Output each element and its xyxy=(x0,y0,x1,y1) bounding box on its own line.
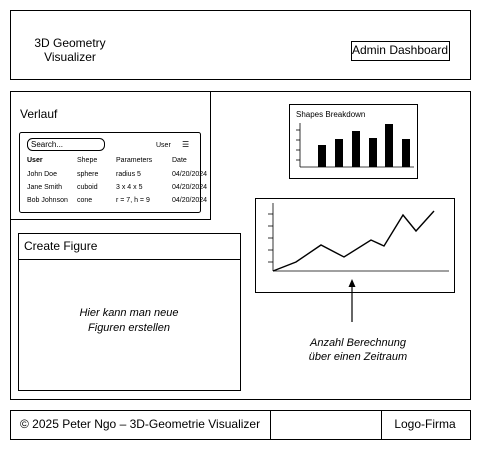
arrow-head xyxy=(348,279,356,287)
app-title: Visualizer xyxy=(44,50,96,64)
column-header: Date xyxy=(172,157,187,164)
table-cell: 04/20/2024 xyxy=(172,171,207,178)
footer-box xyxy=(10,410,471,440)
line-chart-caption: über einen Zeitraum xyxy=(309,351,407,363)
bar xyxy=(369,138,377,167)
table-cell: 3 x 4 x 5 xyxy=(116,184,143,191)
bar xyxy=(402,139,410,167)
admin-button[interactable] xyxy=(351,41,450,61)
table-cell: Bob Johnson xyxy=(27,197,68,204)
table-cell: 04/20/2024 xyxy=(172,184,207,191)
history-title: Verlauf xyxy=(20,107,58,121)
create-figure-text: Figuren erstellen xyxy=(88,322,170,334)
table-cell: 04/20/2024 xyxy=(172,197,207,204)
bars xyxy=(318,124,410,167)
create-figure-text: Hier kann man neue xyxy=(79,307,178,319)
table-cell: radius 5 xyxy=(116,171,141,178)
bar xyxy=(335,139,343,167)
logo: Logo-Firma xyxy=(394,417,456,431)
table-rows: John Doe sphere radius 5 04/20/2024 Jane Smi… xyxy=(27,171,207,204)
table-cell: Jane Smith xyxy=(27,184,62,191)
column-header: Shepe xyxy=(77,157,97,164)
shapes-chart-title: Shapes Breakdown xyxy=(296,110,365,119)
line-chart-box xyxy=(255,198,455,293)
history-table-box xyxy=(19,132,201,213)
y-ticks xyxy=(268,213,273,263)
y-ticks xyxy=(296,129,300,161)
table-cell: John Doe xyxy=(27,171,57,178)
app-title: 3D Geometry xyxy=(34,36,105,50)
bar xyxy=(352,131,360,167)
filter-icon[interactable]: ☰ xyxy=(182,140,189,149)
column-header: User xyxy=(27,157,43,164)
line-chart-caption: Anzahl Berechnung xyxy=(309,337,407,349)
search-box[interactable] xyxy=(27,138,105,151)
bar xyxy=(385,124,393,167)
bar xyxy=(318,145,326,167)
table-cell: cone xyxy=(77,197,92,204)
admin-button-label[interactable]: Admin Dashboard xyxy=(352,43,448,57)
copyright: © 2025 Peter Ngo – 3D-Geometrie Visualiz… xyxy=(20,417,260,431)
column-header: Parameters xyxy=(116,157,153,164)
table-cell: cuboid xyxy=(77,184,98,191)
filter-label[interactable]: User xyxy=(156,142,171,149)
table-cell: sphere xyxy=(77,171,99,178)
create-figure-title: Create Figure xyxy=(24,239,98,253)
search-placeholder[interactable]: Search... xyxy=(31,140,63,149)
table-cell: r = 7, h = 9 xyxy=(116,197,150,204)
trend-line xyxy=(272,210,435,272)
